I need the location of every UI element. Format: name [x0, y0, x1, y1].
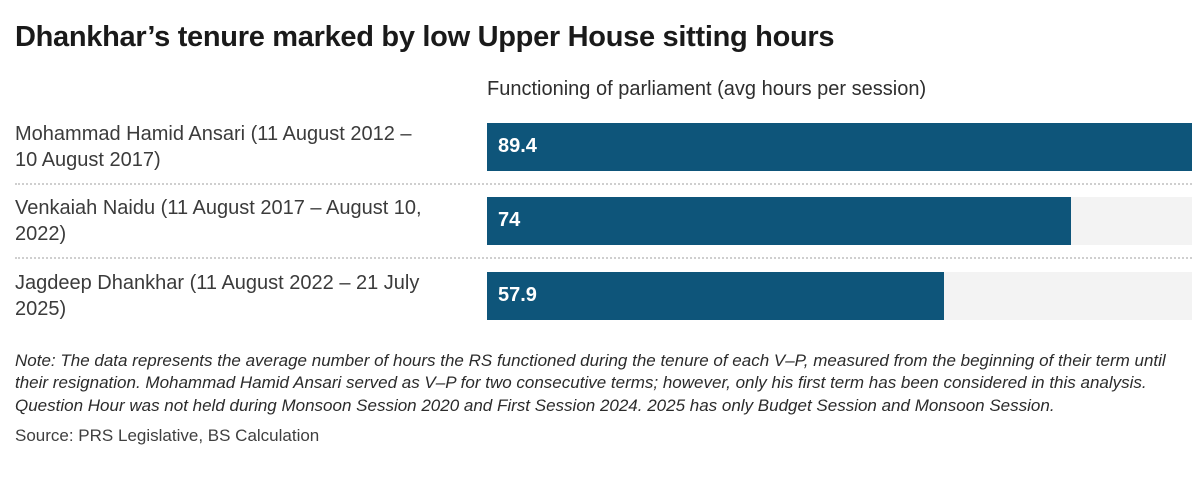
note-text: Note: The data represents the average nu…: [15, 350, 1166, 415]
chart-row: Venkaiah Naidu (11 August 2017 – August …: [15, 185, 1192, 259]
bar-fill: 57.9: [487, 271, 944, 320]
bar-value: 57.9: [498, 284, 537, 307]
bar-track: 89.4: [487, 122, 1192, 171]
bar-value: 74: [498, 209, 521, 232]
chart-rows: Mohammad Hamid Ansari (11 August 2012 – …: [15, 111, 1192, 333]
row-label: Jagdeep Dhankhar (11 August 2022 – 21 Ju…: [15, 271, 420, 320]
bar-fill: 74: [487, 196, 1071, 245]
page-title: Dhankhar’s tenure marked by low Upper Ho…: [15, 21, 835, 53]
bar-value: 89.4: [498, 135, 537, 158]
source-text: Source: PRS Legislative, BS Calculation: [15, 426, 320, 446]
chart-subtitle: Functioning of parliament (avg hours per…: [487, 77, 927, 100]
row-label: Mohammad Hamid Ansari (11 August 2012 – …: [15, 122, 412, 171]
chart-row: Mohammad Hamid Ansari (11 August 2012 – …: [15, 111, 1192, 185]
row-label: Venkaiah Naidu (11 August 2017 – August …: [15, 196, 422, 245]
bar-track: 57.9: [487, 271, 1192, 320]
bar-fill: 89.4: [487, 122, 1192, 171]
chart-row: Jagdeep Dhankhar (11 August 2022 – 21 Ju…: [15, 259, 1192, 333]
bar-track: 74: [487, 196, 1192, 245]
